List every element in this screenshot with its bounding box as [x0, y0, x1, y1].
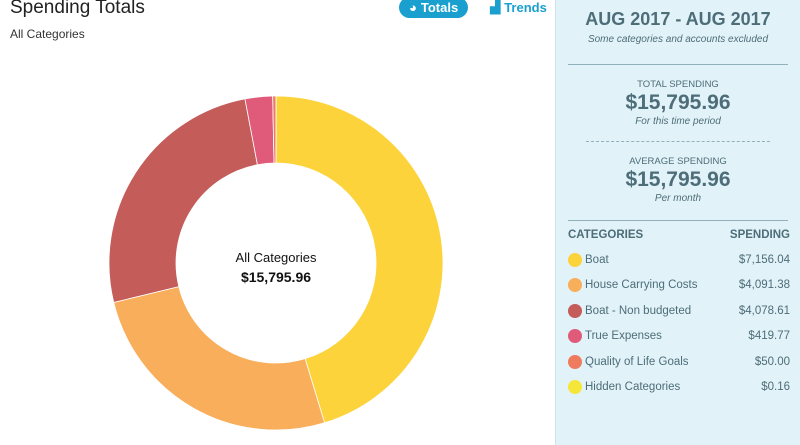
stat-label: Average Spending [629, 156, 727, 167]
category-amount: $4,078.61 [738, 304, 790, 317]
stat-value: $15,795.96 [625, 91, 731, 114]
donut-slice-boat[interactable] [275, 95, 444, 424]
category-name: Hidden Categories [585, 381, 681, 394]
color-swatch-icon [568, 354, 582, 369]
total-spending: Total Spending $15,795.96 For this time … [556, 65, 800, 141]
divider [568, 64, 788, 65]
donut-slice-house-carrying-costs[interactable] [113, 286, 326, 431]
color-swatch-icon [568, 303, 582, 318]
color-swatch-icon [568, 380, 582, 395]
tab-totals[interactable]: ◕ Totals [399, 0, 469, 18]
stat-period: For this time period [635, 116, 721, 127]
category-row[interactable]: Hidden Categories $0.16 [568, 375, 790, 401]
stat-label: Total Spending [637, 79, 719, 90]
category-name: True Expenses [585, 330, 662, 343]
tab-trends[interactable]: ▟ Trends [480, 0, 557, 18]
category-name: Boat [585, 253, 609, 266]
donut-chart [108, 95, 444, 431]
donut-slice-boat-non-budgeted[interactable] [108, 98, 258, 303]
tab-label: Totals [420, 0, 459, 15]
exclusion-note: Some categories and accounts excluded [587, 34, 769, 45]
tab-label: Trends [504, 0, 547, 15]
center-label: All Categories [235, 250, 317, 265]
area-chart-icon: ▟ [490, 0, 501, 14]
category-row[interactable]: House Carrying Costs $4,091.38 [568, 273, 790, 299]
category-name: Boat - Non budgeted [585, 304, 692, 317]
pie-chart-icon: ◕ [409, 0, 417, 15]
category-list: CATEGORIES SPENDING Boat $7,156.04 House Ca… [556, 221, 800, 400]
category-amount: $50.00 [754, 355, 790, 368]
center-value: $15,795.96 [240, 269, 312, 285]
color-swatch-icon [568, 329, 582, 344]
date-range[interactable]: AUG 2017 - AUG 2017 [585, 9, 771, 29]
category-amount: $419.77 [748, 330, 790, 343]
stat-period: Per month [654, 193, 702, 204]
category-name: Quality of Life Goals [585, 355, 689, 368]
category-amount: $4,091.38 [738, 279, 790, 292]
category-row[interactable]: Quality of Life Goals $50.00 [568, 349, 790, 375]
page-title: Spending Totals [10, 0, 145, 18]
category-name: House Carrying Costs [585, 279, 698, 292]
category-amount: $7,156.04 [738, 253, 790, 266]
stat-value: $15,795.96 [625, 168, 731, 191]
color-swatch-icon [568, 278, 582, 293]
divider [568, 220, 788, 221]
spending-header: SPENDING [729, 229, 790, 241]
average-spending: Average Spending $15,795.96 Per month [556, 142, 800, 218]
category-amount: $0.16 [761, 381, 790, 394]
category-row[interactable]: True Expenses $419.77 [568, 324, 790, 350]
page-subtitle: All Categories [10, 27, 85, 41]
categories-header: CATEGORIES [568, 229, 644, 241]
summary-panel: AUG 2017 - AUG 2017 Some categories and … [555, 0, 800, 445]
category-row[interactable]: Boat - Non budgeted $4,078.61 [568, 298, 790, 324]
divider [586, 141, 770, 142]
donut-center: All Categories $15,795.96 [176, 250, 376, 285]
color-swatch-icon [568, 252, 582, 267]
category-row[interactable]: Boat $7,156.04 [568, 247, 790, 273]
